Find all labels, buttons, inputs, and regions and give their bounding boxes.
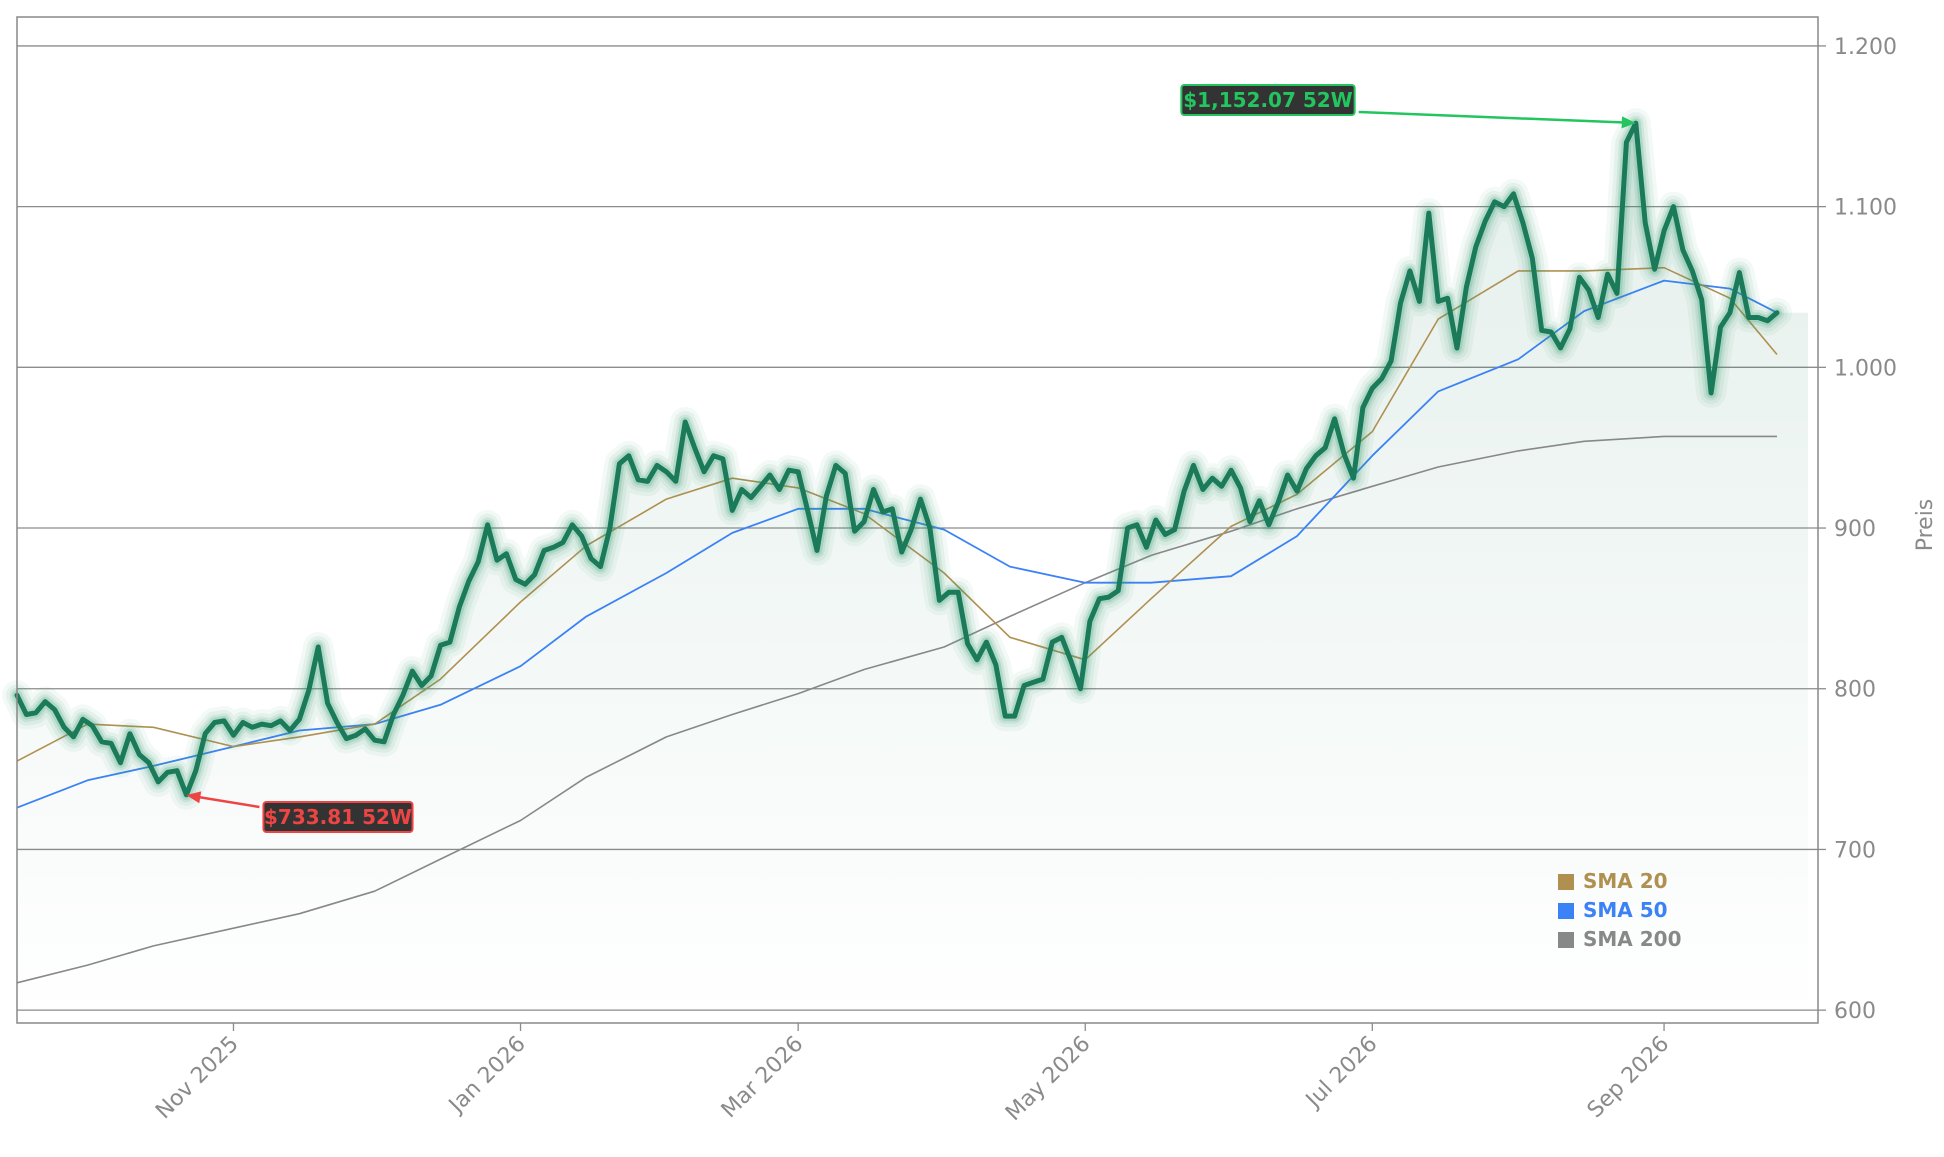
y-tick-label: 600 <box>1834 999 1876 1024</box>
annotation-box <box>1180 84 1356 116</box>
legend-entry: SMA 20 <box>1558 869 1668 893</box>
annotation-arrow-line <box>194 795 260 809</box>
low-52w-annotation: $733.81 52W <box>186 791 414 833</box>
legend-swatch <box>1558 932 1574 948</box>
annotation-label: $733.81 52W <box>264 805 412 829</box>
y-tick-label: 1.100 <box>1834 196 1897 221</box>
legend-entry: SMA 50 <box>1558 898 1668 922</box>
annotation-box <box>262 801 414 833</box>
y-axis-title: Preis <box>1913 499 1938 552</box>
price-area-fill <box>17 123 1808 1023</box>
x-tick-label: Nov 2025 <box>151 1032 244 1125</box>
price-line <box>14 120 1780 798</box>
x-tick-label: Jan 2026 <box>443 1032 531 1120</box>
annotations: $1,152.07 52W $733.81 52W <box>186 84 1636 833</box>
sma-50-line <box>16 279 1778 809</box>
x-tick-label: May 2026 <box>1001 1032 1095 1126</box>
y-tick-label: 700 <box>1834 838 1876 863</box>
legend-label: SMA 20 <box>1583 869 1668 893</box>
y-tick-label: 900 <box>1834 517 1876 542</box>
legend-label: SMA 200 <box>1583 927 1682 951</box>
y-tick-label: 1.000 <box>1834 356 1897 381</box>
legend-swatch <box>1558 874 1574 890</box>
x-tick-label: Sep 2026 <box>1583 1032 1675 1124</box>
y-tick-label: 800 <box>1834 678 1876 703</box>
y-tick-label: 1.200 <box>1834 35 1897 60</box>
y-axis: 600 700 800 900 1.000 1.100 1.200 <box>1818 35 1897 1024</box>
x-tick-label: Mar 2026 <box>717 1032 809 1124</box>
legend-entry: SMA 200 <box>1558 927 1682 951</box>
high-52w-annotation: $1,152.07 52W <box>1180 84 1636 129</box>
sma-200-line <box>16 435 1777 984</box>
x-tick-label: Jul 2026 <box>1300 1032 1382 1114</box>
price-line-group <box>2 108 1792 810</box>
plot-frame <box>16 16 1819 1024</box>
legend: SMA 20 SMA 50 SMA 200 <box>1558 869 1682 951</box>
legend-label: SMA 50 <box>1583 898 1668 922</box>
legend-swatch <box>1558 903 1574 919</box>
x-axis: Nov 2025 Jan 2026 Mar 2026 May 2026 Jul 2026… <box>151 1023 1674 1126</box>
annotation-arrow-head <box>1621 116 1636 129</box>
annotation-arrow-line <box>1358 110 1628 124</box>
annotation-label: $1,152.07 52W <box>1183 88 1352 112</box>
annotation-arrow-head <box>186 791 202 804</box>
